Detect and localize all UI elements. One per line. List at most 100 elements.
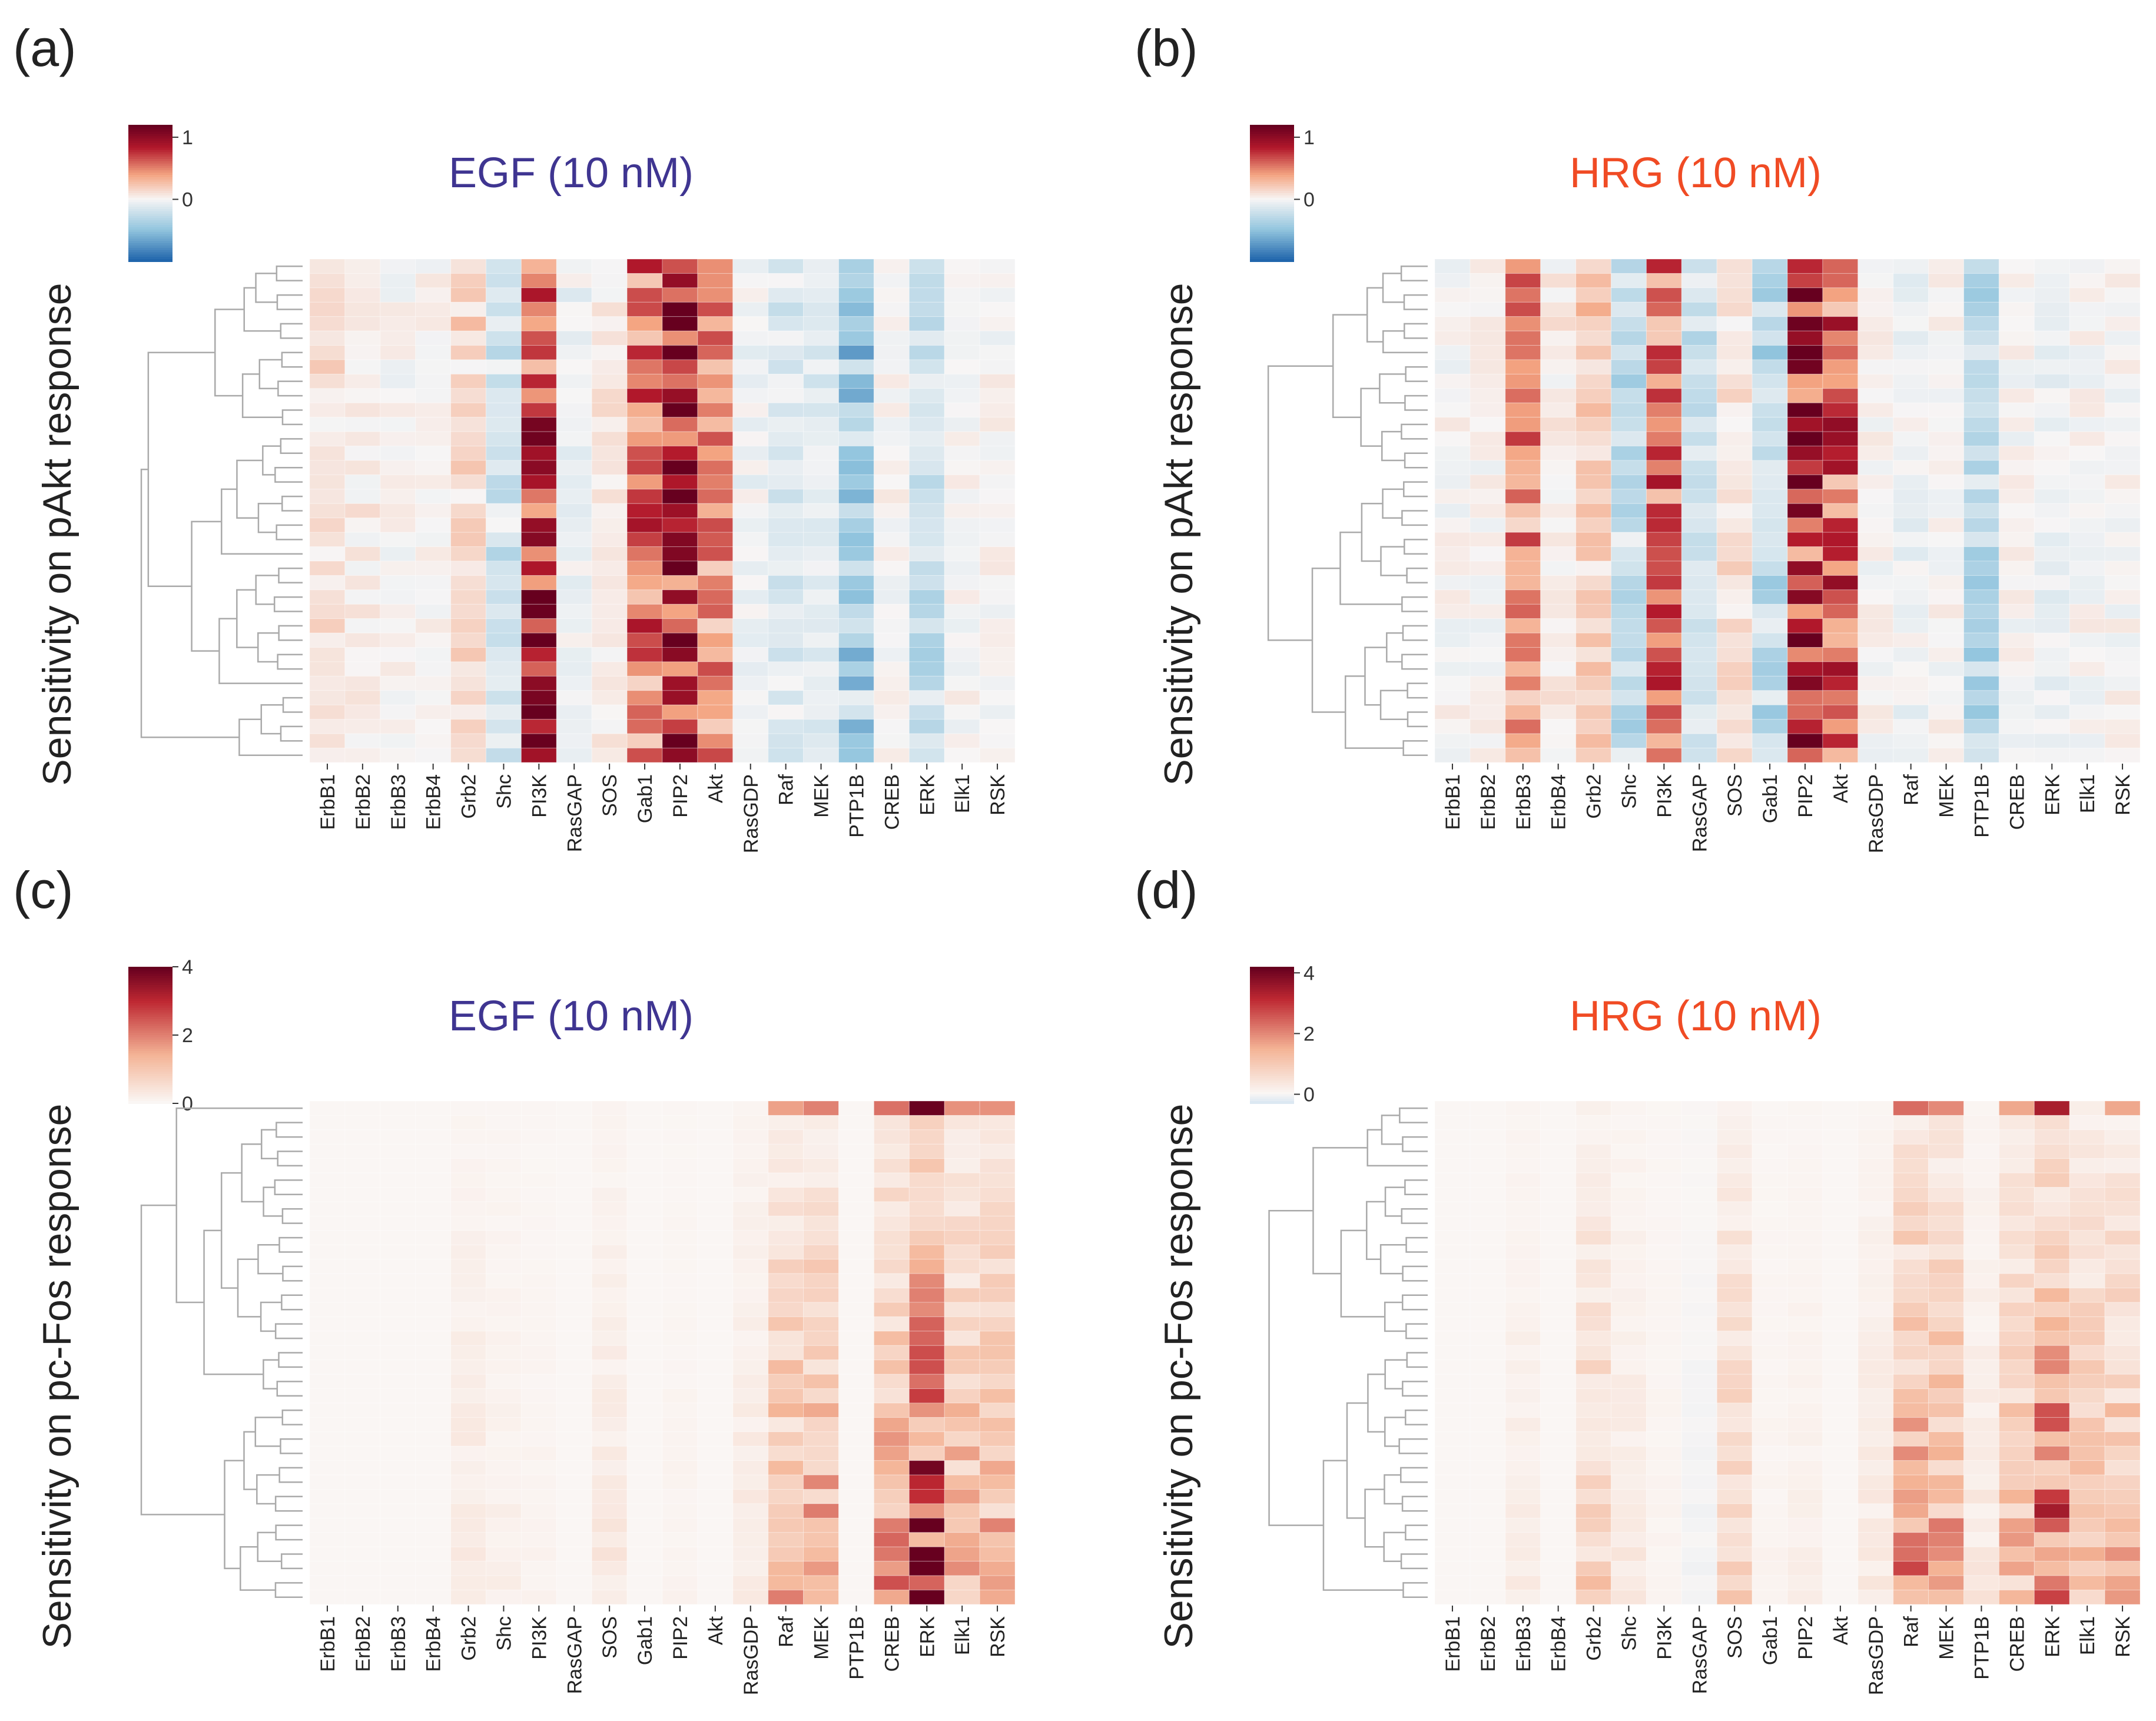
heatmap-cell	[768, 690, 804, 705]
heatmap-cell	[309, 1445, 346, 1461]
heatmap-cell	[697, 661, 734, 677]
heatmap-cells	[1434, 258, 2141, 763]
heatmap-cell	[732, 719, 769, 734]
x-tick-label: ErbB2	[1477, 774, 1500, 830]
heatmap-cell	[626, 675, 663, 691]
heatmap-cell	[1646, 460, 1682, 475]
heatmap-cell	[486, 1215, 522, 1231]
heatmap-cell	[1928, 1244, 1965, 1260]
heatmap-cell	[1716, 1230, 1753, 1245]
heatmap-cell	[1646, 1215, 1682, 1231]
heatmap-cell	[1611, 273, 1647, 289]
heatmap-cell	[1858, 1489, 1894, 1504]
heatmap-cell	[1646, 1230, 1682, 1245]
heatmap-cell	[1681, 1590, 1717, 1605]
heatmap-cell	[1963, 316, 1999, 331]
heatmap-cell	[1752, 345, 1788, 360]
heatmap-cell	[520, 1215, 557, 1231]
heatmap-cell	[1716, 330, 1753, 346]
x-tick-label: ErbB4	[423, 1616, 445, 1672]
heatmap-cell	[344, 675, 381, 691]
heatmap-cell	[309, 1374, 346, 1390]
heatmap-cell	[1893, 589, 1929, 605]
heatmap-cell	[556, 417, 592, 432]
heatmap-cell	[944, 546, 980, 562]
heatmap-cell	[1822, 518, 1859, 533]
heatmap-cell	[486, 719, 522, 734]
heatmap-cell	[979, 1374, 1016, 1390]
heatmap-cell	[873, 1215, 910, 1231]
heatmap-cell	[415, 388, 452, 403]
heatmap-cell	[450, 503, 486, 519]
heatmap-cell	[1752, 1503, 1788, 1518]
heatmap-cell	[380, 704, 416, 720]
heatmap-cell	[732, 1244, 769, 1260]
heatmap-cell	[1575, 1302, 1612, 1317]
heatmap-cell	[1928, 446, 1965, 461]
heatmap-cell	[2069, 489, 2105, 504]
heatmap-cell	[803, 1359, 839, 1375]
colorbar-step	[128, 257, 173, 260]
heatmap-cell	[2104, 417, 2141, 432]
heatmap-cell	[1716, 1259, 1753, 1274]
colorbar-step	[1250, 994, 1294, 997]
heatmap-cell	[1505, 704, 1541, 720]
heatmap-cell	[626, 446, 663, 461]
heatmap-cell	[979, 1288, 1016, 1303]
heatmap-cell	[1963, 1359, 1999, 1375]
heatmap-cell	[626, 1445, 663, 1461]
heatmap-cell	[1505, 589, 1541, 605]
heatmap-cell	[1752, 273, 1788, 289]
heatmap-cell	[1787, 733, 1823, 749]
dendrogram-branch	[255, 575, 279, 605]
heatmap-cell	[2069, 1359, 2105, 1375]
heatmap-cell	[1646, 431, 1682, 447]
heatmap-cell	[944, 575, 980, 591]
heatmap-cell	[1470, 1532, 1506, 1547]
heatmap-cell	[1928, 1143, 1965, 1159]
heatmap-cell	[1928, 1460, 1965, 1475]
heatmap-cell	[450, 1474, 486, 1490]
heatmap-cell	[1752, 1115, 1788, 1130]
colorbar-tick-label: 0	[1303, 1084, 1315, 1106]
x-tick-label: RasGDP	[1865, 774, 1888, 853]
dendrogram-branch	[1379, 689, 1408, 720]
heatmap-cell	[2104, 1575, 2141, 1591]
heatmap-cell	[1470, 1517, 1506, 1533]
heatmap-cell	[979, 675, 1016, 691]
heatmap-cell	[1716, 1215, 1753, 1231]
heatmap-cell	[1998, 359, 2035, 374]
heatmap-cell	[1928, 704, 1965, 720]
heatmap-cell	[1893, 446, 1929, 461]
heatmap-cell	[1928, 1201, 1965, 1216]
heatmap-cell	[415, 345, 452, 360]
colorbar-step	[1250, 163, 1294, 167]
heatmap-cell	[591, 258, 628, 274]
heatmap-cell	[803, 1460, 839, 1475]
heatmap-cell	[520, 1532, 557, 1547]
heatmap-cell	[873, 1331, 910, 1346]
heatmap-cell	[626, 1115, 663, 1130]
heatmap-cell	[944, 1158, 980, 1173]
heatmap-cell	[1752, 1259, 1788, 1274]
heatmap-cell	[1646, 1575, 1682, 1591]
x-tick-label: PTP1B	[1971, 1616, 1993, 1680]
heatmap-cell	[556, 287, 592, 303]
heatmap-cell	[1434, 1345, 1471, 1361]
heatmap-cell	[2104, 632, 2141, 648]
colorbar-step	[128, 181, 173, 185]
heatmap-cell	[415, 546, 452, 562]
colorbar-step	[128, 191, 173, 194]
x-tick-label: Grb2	[1583, 774, 1606, 819]
heatmap-cell	[1434, 345, 1471, 360]
heatmap-cell	[944, 1503, 980, 1518]
heatmap-cell	[1434, 1546, 1471, 1562]
heatmap-cell	[520, 661, 557, 677]
colorbar-step	[1250, 211, 1294, 214]
heatmap-cell	[1540, 1445, 1577, 1461]
dendrogram-branch	[1404, 323, 1428, 339]
heatmap-cell	[1681, 330, 1717, 346]
heatmap-cell	[415, 618, 452, 634]
heatmap-cell	[415, 1517, 452, 1533]
heatmap-cell	[2104, 1561, 2141, 1576]
